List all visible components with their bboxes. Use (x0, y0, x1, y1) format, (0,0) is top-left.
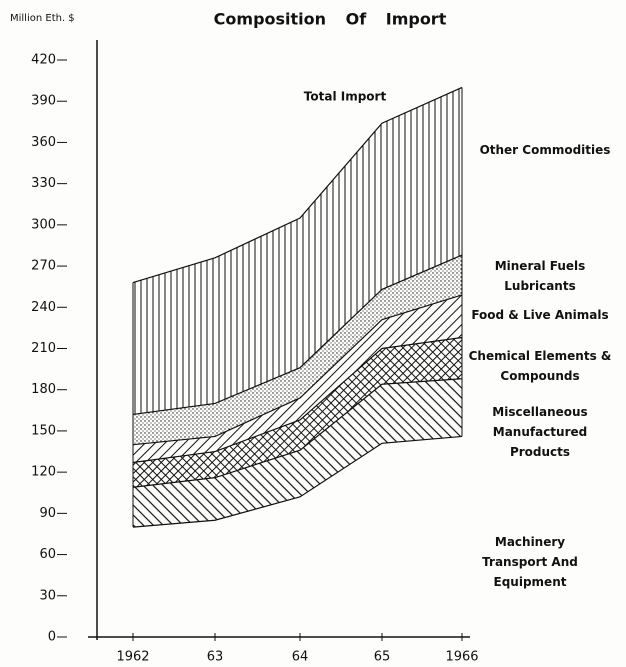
chart-title: Composition Of Import (214, 10, 447, 29)
legend-label: Chemical Elements & Compounds (468, 349, 612, 383)
y-tick-label: 0 (48, 630, 56, 645)
y-tick-label: 330 (31, 176, 56, 191)
y-tick-label: 420 (31, 53, 56, 68)
y-axis-label: Million Eth. $ (10, 13, 75, 24)
y-tick-label: 390 (31, 94, 56, 109)
legend-label: Food & Live Animals (471, 308, 609, 322)
area (133, 337, 462, 488)
area (133, 87, 462, 415)
x-tick-label: 64 (292, 650, 309, 665)
x-tick-label: 1962 (116, 650, 149, 665)
y-tick-label: 150 (31, 423, 56, 438)
legend-label: Other Commodities (479, 143, 611, 157)
y-tick-label: 360 (31, 135, 56, 150)
annotation: Total Import (304, 90, 387, 104)
y-tick-label: 210 (31, 341, 56, 356)
area-edge (132, 86, 463, 284)
y-tick-label: 180 (31, 382, 56, 397)
y-tick-label: 120 (31, 465, 56, 480)
y-tick-label: 240 (31, 300, 56, 315)
x-tick-label: 1966 (445, 650, 478, 665)
x-tick-label: 65 (374, 650, 391, 665)
y-tick-label: 90 (39, 506, 56, 521)
legend-label: Machinery Transport And Equipment (482, 535, 578, 589)
area (133, 294, 462, 463)
legend-label: Mineral Fuels Lubricants (494, 259, 586, 293)
y-tick-label: 270 (31, 259, 56, 274)
legend-label: Miscellaneous Manufactured Products (492, 405, 588, 459)
y-tick-label: 60 (39, 547, 56, 562)
area (133, 378, 462, 528)
x-tick-label: 63 (207, 650, 224, 665)
area (133, 255, 462, 445)
y-tick-label: 300 (31, 217, 56, 232)
y-tick-label: 30 (39, 588, 56, 603)
